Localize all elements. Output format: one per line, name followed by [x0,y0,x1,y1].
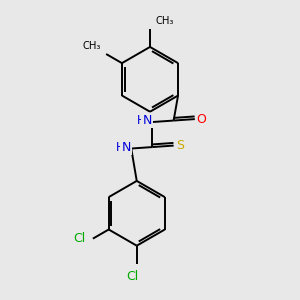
Text: Cl: Cl [73,232,86,245]
Text: N: N [142,114,152,127]
Text: H: H [136,114,146,127]
Text: Cl: Cl [126,270,139,283]
Text: N: N [121,141,130,154]
Text: H: H [116,141,124,154]
Text: S: S [176,139,184,152]
Text: O: O [196,112,206,126]
Text: CH₃: CH₃ [82,41,101,51]
Text: CH₃: CH₃ [155,16,174,26]
